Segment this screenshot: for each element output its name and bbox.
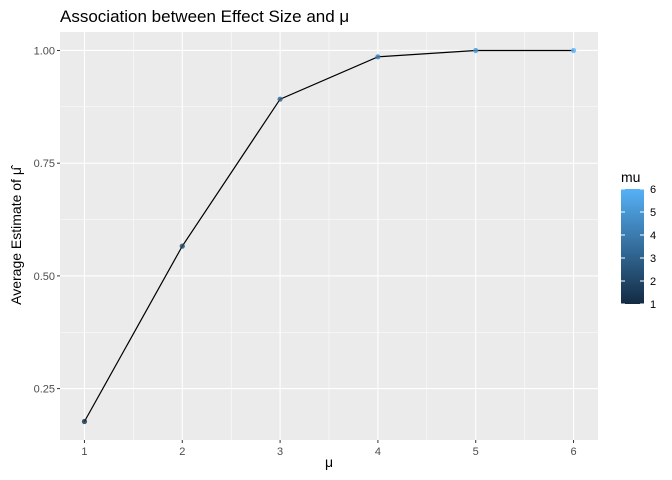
x-tick-label: 3 [277, 446, 283, 458]
legend: mu 6 5 4 3 2 1 [621, 169, 656, 311]
data-point [473, 47, 479, 54]
x-axis-ticks: 1 2 3 4 5 6 [81, 440, 577, 458]
legend-colorbar [621, 189, 644, 304]
x-axis-title: μ [325, 454, 333, 470]
legend-label: 3 [650, 253, 656, 265]
x-tick-label: 2 [179, 446, 185, 458]
x-tick-label: 6 [570, 446, 576, 458]
grid-major [60, 32, 598, 440]
y-tick-label: 0.50 [34, 271, 55, 283]
data-point [570, 47, 577, 54]
y-axis-ticks: 0.25 0.50 0.75 1.00 [34, 45, 60, 396]
y-tick-label: 0.75 [34, 158, 55, 170]
legend-title: mu [621, 169, 640, 185]
y-tick-label: 0.25 [34, 384, 55, 396]
chart-title: Association between Effect Size and μ [60, 7, 349, 26]
data-points [81, 47, 577, 425]
y-tick-label: 1.00 [34, 45, 55, 57]
x-tick-label: 1 [81, 446, 87, 458]
data-point [179, 243, 185, 249]
legend-label: 5 [650, 207, 656, 219]
legend-label: 1 [650, 299, 656, 311]
data-point [277, 96, 283, 102]
data-point [375, 54, 381, 60]
legend-label: 6 [650, 184, 656, 196]
x-tick-label: 5 [473, 446, 479, 458]
legend-labels: 6 5 4 3 2 1 [621, 184, 656, 311]
y-axis-title: Average Estimate of μ̂ [8, 164, 24, 305]
data-point [81, 418, 88, 425]
series-line [83, 49, 574, 422]
legend-label: 4 [650, 230, 656, 242]
x-tick-label: 4 [375, 446, 381, 458]
grid-minor [60, 32, 598, 440]
legend-label: 2 [650, 276, 656, 288]
